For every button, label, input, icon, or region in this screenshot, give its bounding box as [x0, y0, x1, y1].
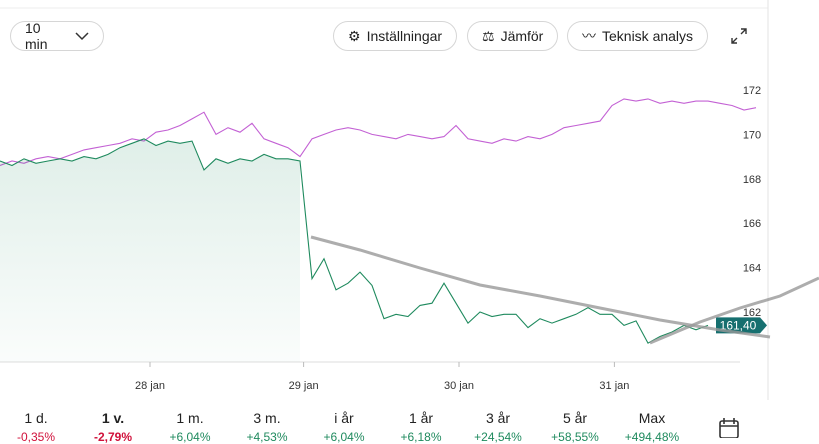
period-tab[interactable]: 1 år +6,18% — [386, 410, 456, 444]
expand-icon[interactable] — [731, 28, 747, 44]
y-tick-label: 164 — [743, 263, 761, 275]
period-change: +6,18% — [400, 430, 442, 444]
chevron — [75, 32, 89, 41]
y-tick-label: 172 — [743, 85, 761, 97]
price-label: 161,40 — [720, 318, 757, 332]
period-tab[interactable]: 3 m. +4,53% — [232, 410, 302, 444]
period-change: +4,53% — [246, 430, 288, 444]
interval-label: 10 min — [25, 20, 48, 52]
chart: 162 164 166 168 170 172 28 jan 29 jan 30 jan 31 j… — [0, 0, 819, 400]
period-label: 1 år — [408, 410, 434, 426]
y-tick-label: 166 — [743, 218, 761, 230]
period-label: 1 d. — [24, 410, 48, 426]
period-change: +6,04% — [169, 430, 211, 444]
period-change: +494,48% — [624, 430, 680, 444]
period-label: 3 m. — [253, 410, 281, 426]
drawing — [649, 276, 819, 345]
period-tab[interactable]: Max +494,48% — [617, 410, 687, 444]
period-change: +24,54% — [474, 430, 522, 444]
period-label: Max — [638, 410, 666, 426]
period-tab[interactable]: 3 år +24,54% — [463, 410, 533, 444]
x-tick-label: 29 jan — [289, 380, 319, 392]
drawing — [310, 235, 771, 339]
price-badge — [716, 317, 767, 334]
period-tab[interactable]: i år +6,04% — [309, 410, 379, 444]
period-label: 3 år — [485, 410, 511, 426]
series-line — [0, 98, 757, 167]
period-tab[interactable]: 1 m. +6,04% — [155, 410, 225, 444]
button-label: Teknisk analys — [602, 28, 694, 44]
y-tick-label: 170 — [743, 129, 761, 141]
period-tab[interactable]: 1 d. -0,35% — [1, 410, 71, 444]
interval-select[interactable]: 10 min — [10, 20, 104, 52]
period-label: i år — [334, 410, 354, 426]
calendar-icon[interactable] — [718, 418, 740, 438]
y-tick-label: 168 — [743, 174, 761, 186]
button-label: Inställningar — [366, 28, 443, 44]
period-label: 5 år — [562, 410, 588, 426]
period-tab[interactable]: 5 år +58,55% — [540, 410, 610, 444]
period-change: +6,04% — [323, 430, 365, 444]
settings-button[interactable]: ⚙ Inställningar — [333, 21, 458, 51]
period-change: +58,55% — [551, 430, 599, 444]
x-tick-label: 30 jan — [444, 380, 474, 392]
x-tick-label: 28 jan — [135, 380, 165, 392]
x-tick-label: 31 jan — [599, 380, 629, 392]
compare-button[interactable]: ⚖ Jämför — [467, 21, 559, 51]
period-change: -2,79% — [93, 430, 133, 444]
area-fill — [0, 138, 300, 362]
period-label: 1 m. — [176, 410, 204, 426]
y-tick-label: 162 — [743, 307, 761, 319]
period-change: -0,35% — [16, 430, 56, 444]
period-tab[interactable]: 1 v. -2,79% — [78, 410, 148, 444]
button-label: Jämför — [500, 28, 544, 44]
period-label: 1 v. — [101, 410, 125, 426]
series-line — [0, 138, 709, 344]
analysis-button[interactable]: 〰 Teknisk analys — [567, 21, 709, 51]
